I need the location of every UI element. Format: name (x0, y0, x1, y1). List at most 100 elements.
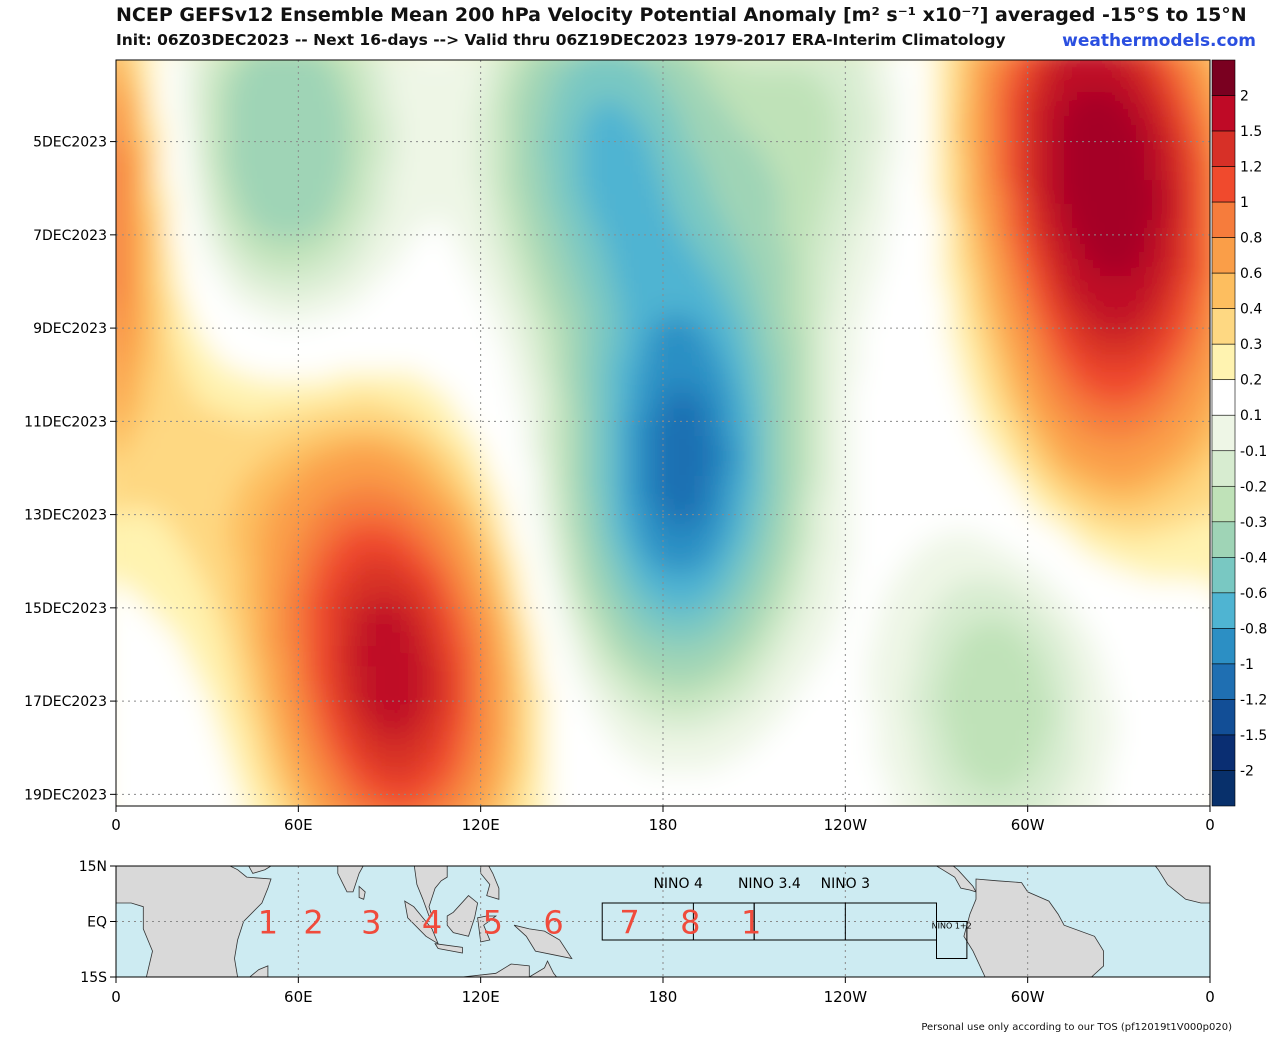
field-cell (1092, 196, 1101, 205)
field-cell (1196, 236, 1205, 245)
field-cell (812, 116, 821, 125)
field-cell (892, 300, 901, 309)
field-cell (116, 156, 125, 165)
field-cell (260, 140, 269, 149)
field-cell (1076, 100, 1085, 109)
field-cell (204, 76, 213, 85)
field-cell (348, 164, 357, 173)
field-cell (356, 84, 365, 93)
field-cell (820, 228, 829, 237)
field-cell (332, 132, 341, 141)
field-cell (796, 140, 805, 149)
field-cell (492, 108, 501, 117)
field-cell (676, 284, 685, 293)
field-cell (612, 316, 621, 325)
field-cell (1116, 316, 1125, 325)
field-cell (204, 116, 213, 125)
field-cell (236, 164, 245, 173)
field-cell (1188, 108, 1197, 117)
field-cell (724, 276, 733, 285)
field-cell (852, 132, 861, 141)
field-cell (1164, 284, 1173, 293)
field-cell (348, 84, 357, 93)
field-cell (188, 276, 197, 285)
field-cell (172, 308, 181, 317)
field-cell (380, 236, 389, 245)
brand-link[interactable]: weathermodels.com (1062, 31, 1256, 51)
field-cell (308, 252, 317, 261)
field-cell (100, 52, 109, 61)
field-cell (964, 164, 973, 173)
field-cell (932, 116, 941, 125)
field-cell (972, 148, 981, 157)
field-cell (820, 164, 829, 173)
field-cell (908, 172, 917, 181)
field-cell (940, 132, 949, 141)
field-cell (1100, 124, 1109, 133)
field-cell (1172, 164, 1181, 173)
field-cell (980, 44, 989, 53)
field-cell (164, 244, 173, 253)
field-cell (1036, 132, 1045, 141)
field-cell (148, 204, 157, 213)
field-cell (668, 316, 677, 325)
field-cell (764, 260, 773, 269)
field-cell (956, 148, 965, 157)
field-cell (660, 180, 669, 189)
field-cell (1020, 68, 1029, 77)
field-cell (844, 140, 853, 149)
field-cell (396, 92, 405, 101)
field-cell (572, 148, 581, 157)
field-cell (620, 308, 629, 317)
field-cell (540, 140, 549, 149)
field-cell (1164, 196, 1173, 205)
field-cell (332, 236, 341, 245)
field-cell (1132, 220, 1141, 229)
field-cell (884, 212, 893, 221)
field-cell (860, 164, 869, 173)
field-cell (732, 292, 741, 301)
field-cell (404, 148, 413, 157)
field-cell (548, 84, 557, 93)
field-cell (996, 244, 1005, 253)
field-cell (556, 100, 565, 109)
field-cell (900, 188, 909, 197)
field-cell (332, 188, 341, 197)
field-cell (588, 180, 597, 189)
field-cell (412, 116, 421, 125)
field-cell (956, 276, 965, 285)
field-cell (1172, 172, 1181, 181)
field-cell (876, 316, 885, 325)
field-cell (476, 292, 485, 301)
field-cell (1052, 316, 1061, 325)
field-cell (860, 228, 869, 237)
field-cell (212, 324, 221, 333)
field-cell (596, 172, 605, 181)
field-cell (852, 180, 861, 189)
field-cell (1204, 84, 1210, 93)
field-cell (692, 188, 701, 197)
field-cell (356, 116, 365, 125)
field-cell (612, 284, 621, 293)
field-cell (700, 172, 709, 181)
field-cell (100, 156, 109, 165)
field-cell (1188, 220, 1197, 229)
field-cell (540, 44, 549, 53)
field-cell (1060, 180, 1069, 189)
field-cell (116, 164, 125, 173)
field-cell (308, 276, 317, 285)
field-cell (860, 244, 869, 253)
field-cell (708, 268, 717, 277)
field-cell (348, 268, 357, 277)
field-cell (444, 84, 453, 93)
field-cell (1068, 188, 1077, 197)
field-cell (796, 180, 805, 189)
field-cell (812, 204, 821, 213)
field-cell (412, 124, 421, 133)
field-cell (124, 60, 133, 69)
field-cell (428, 84, 437, 93)
field-cell (1060, 300, 1069, 309)
field-cell (988, 180, 997, 189)
field-cell (700, 44, 709, 53)
field-cell (124, 172, 133, 181)
